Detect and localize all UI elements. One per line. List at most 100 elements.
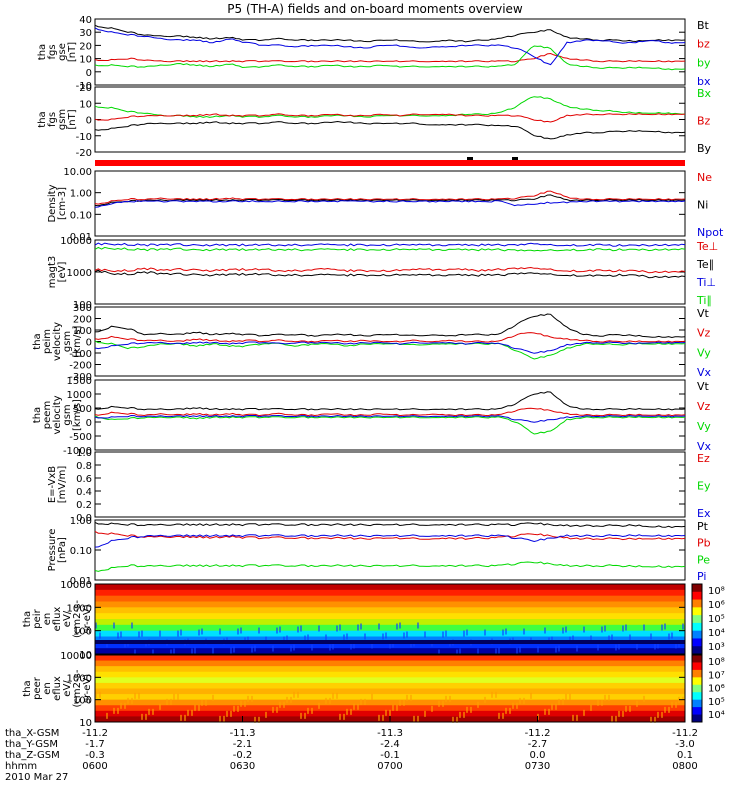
colorbar-frame — [691, 583, 703, 655]
spectrogram-speckle — [417, 715, 419, 722]
spectrogram-speckle — [385, 632, 387, 639]
spectrogram-speckle — [138, 692, 140, 699]
spectrogram-speckle — [671, 701, 673, 708]
spectrogram-speckle — [339, 713, 341, 720]
spectrogram-speckle — [272, 706, 274, 713]
spectrogram-speckle — [170, 649, 172, 656]
spectrogram-speckle — [396, 623, 398, 630]
spectrogram-speckle — [378, 714, 380, 721]
legend-label: Vx — [697, 366, 712, 379]
panel-electron-velocity: 1500 1000 500 0 -500 -1000 tha peem velocity gsm[… — [32, 376, 712, 457]
legend-label: bx — [697, 75, 711, 88]
panel-fgs-gsm: 20 10 0 -10 -20 tha fgs gsm [nT] Bx Bz By — [37, 83, 712, 159]
colorbar-tick-label: 10⁶ — [708, 684, 725, 695]
spectrogram-speckle — [597, 644, 599, 651]
spectrogram-speckle — [258, 627, 260, 634]
spectrogram-speckle — [187, 709, 189, 716]
spectrogram-speckle — [523, 628, 525, 635]
spectrogram-speckle — [590, 635, 592, 642]
spectrogram-speckle — [120, 631, 122, 638]
y-axis-label: peir — [32, 608, 43, 628]
y-tick-label: 500 — [73, 404, 92, 415]
legend-label: Vy — [697, 420, 711, 433]
x-row-value: 0730 — [525, 761, 550, 772]
y-tick-label: 1000 — [67, 673, 92, 684]
legend-label: Bx — [697, 87, 712, 100]
spectrogram-speckle — [643, 695, 645, 702]
spectrogram-speckle — [399, 699, 401, 706]
y-tick-label: 100 — [73, 696, 92, 707]
spectrogram-speckle — [498, 712, 500, 719]
spectrogram-speckle — [463, 711, 465, 718]
series-line-vz — [94, 332, 686, 343]
spectrogram-speckle — [290, 696, 292, 703]
spectrogram-speckle — [205, 699, 207, 706]
spectrogram-speckle — [304, 712, 306, 719]
spectrogram-speckle — [120, 702, 122, 709]
spectrogram-speckle — [233, 646, 235, 653]
spectrogram-speckle — [233, 705, 235, 712]
spectrogram-speckle — [438, 649, 440, 656]
y-tick-label: 1500 — [67, 376, 92, 387]
y-axis-label: sr-eV) — [82, 604, 93, 633]
spectrogram-speckle — [654, 643, 656, 650]
spectrogram-speckle — [364, 698, 366, 705]
date-label: 2010 Mar 27 — [5, 772, 68, 783]
spectrogram-band — [95, 636, 685, 643]
spectrogram-speckle — [622, 710, 624, 717]
y-axis-label: tha — [32, 333, 43, 349]
spectrogram-speckle — [254, 645, 256, 652]
spectrogram-speckle — [198, 629, 200, 636]
spectrogram-speckle — [343, 713, 345, 720]
spectrogram-speckle — [530, 692, 532, 699]
y-axis-label: E=-VxB — [47, 466, 58, 503]
y-axis-label: peem — [42, 401, 53, 429]
y-tick-label: 10000 — [60, 580, 92, 591]
spectrogram-speckle — [293, 644, 295, 651]
spectrogram-speckle — [212, 647, 214, 654]
x-row-value: -11.2 — [82, 728, 108, 739]
y-axis-label: eflux — [52, 607, 63, 632]
spectrogram-speckle — [237, 705, 239, 712]
legend-label: Ni — [697, 199, 708, 212]
spectrogram-speckle — [664, 623, 666, 630]
legend-label: Vt — [697, 307, 710, 320]
legend-label: By — [697, 142, 712, 155]
spectrogram-band — [95, 694, 685, 701]
panel-frame — [94, 86, 686, 153]
spectrogram-speckle — [558, 645, 560, 652]
x-row-label: tha_X-GSM — [5, 728, 59, 739]
spectrogram-speckle — [410, 641, 412, 648]
spectrogram-speckle — [498, 647, 500, 654]
spectrogram-speckle — [611, 634, 613, 641]
y-tick-label: 200 — [73, 315, 92, 326]
y-tick-label: 0.01 — [70, 576, 92, 587]
spectrogram-speckle — [357, 624, 359, 631]
spectrogram-speckle — [403, 699, 405, 706]
y-axis-label: tha — [32, 407, 43, 423]
spectrogram-speckle — [396, 704, 398, 711]
spectrogram-band — [95, 677, 685, 684]
spectrogram-band — [95, 624, 685, 632]
y-axis-label: peim — [42, 329, 53, 354]
x-row-label: tha_Y-GSM — [5, 739, 58, 750]
spectrogram-speckle — [304, 635, 306, 642]
y-axis-label: magt3 — [47, 256, 58, 289]
colorbar-segment — [692, 714, 702, 723]
y-tick-label: 40 — [79, 15, 92, 26]
spectrogram-speckle — [650, 716, 652, 723]
colorbar-tick-label: 10⁶ — [708, 600, 725, 611]
spectrogram-speckle — [555, 703, 557, 710]
spectrogram-speckle — [131, 697, 133, 704]
spectrogram-speckle — [417, 622, 419, 629]
spectrogram-speckle — [307, 707, 309, 714]
legend-label: Ti∥ — [696, 294, 712, 307]
legend-label: bz — [697, 38, 710, 51]
legend-label: Ez — [697, 452, 710, 465]
spectrogram-speckle — [170, 698, 172, 705]
series-line-pi — [94, 534, 686, 548]
series-line-bx — [94, 27, 686, 66]
series-line-bt — [94, 24, 686, 43]
y-axis-label: fgs — [47, 44, 58, 59]
